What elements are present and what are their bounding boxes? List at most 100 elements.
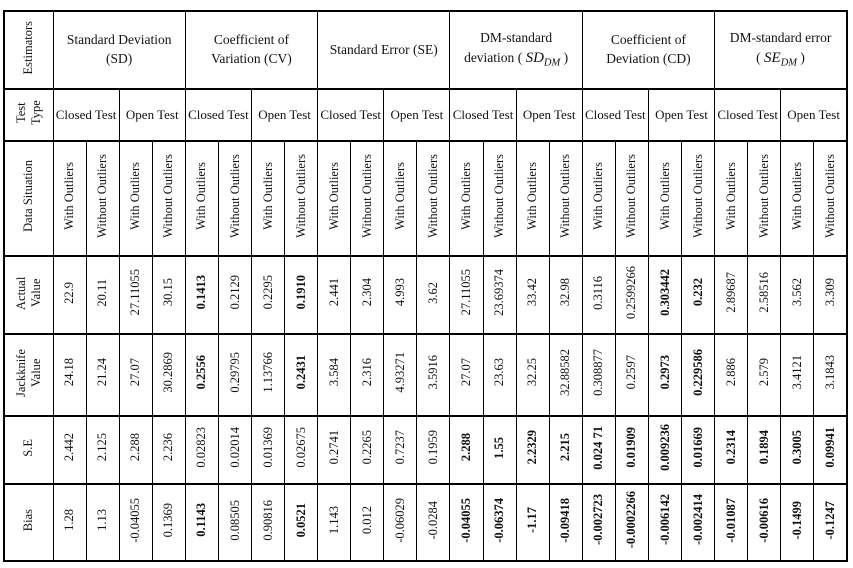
value-cell-jackknife: 27.07 [449, 333, 484, 417]
cell-value: 2.58516 [756, 272, 771, 313]
cell-value: 0.1143 [194, 503, 209, 537]
data-situation-cell: Without Outliers [482, 140, 517, 257]
value-cell-bias: -0.0002266 [614, 483, 649, 562]
test-type-cell: Closed Test [714, 88, 782, 142]
value-cell-actual: 23.69374 [482, 255, 517, 335]
cell-value: 27.07 [128, 358, 143, 387]
value-cell-bias: -0.002723 [581, 483, 616, 562]
cell-value: -0.1499 [789, 500, 804, 540]
data-situation-cell: With Outliers [184, 140, 219, 257]
row-se: S.E 2.442 2.125 2.288 2.236 0.02823 0.02014 0.… [3, 415, 848, 485]
data-situation-text: With Outliers [392, 162, 407, 230]
data-situation-cell: With Outliers [449, 140, 484, 257]
cell-value: 32.98 [558, 278, 573, 307]
row-label-text: S.E [21, 438, 36, 457]
value-cell-actual: 30.15 [151, 255, 186, 335]
data-situation-text: Without Outliers [359, 154, 374, 238]
value-cell-bias: -0.0284 [416, 483, 451, 562]
cell-value: -0.00616 [756, 497, 771, 543]
row-label-text: Estimators [21, 20, 36, 75]
data-situation-text: Without Outliers [95, 154, 110, 238]
cell-value: 3.562 [789, 278, 804, 307]
test-type-cell: Open Test [780, 88, 848, 142]
cell-value: -0.04055 [128, 497, 143, 543]
estimator-header-2: Coefficient of Variation (CV) [184, 10, 319, 90]
cell-value: 0.7237 [392, 430, 407, 465]
data-situation-text: Without Outliers [426, 154, 441, 238]
cell-value: 2.288 [128, 433, 143, 462]
cell-value: 0.3116 [591, 275, 606, 310]
data-situation-cell: Without Outliers [85, 140, 120, 257]
data-situation-text: With Outliers [591, 162, 606, 230]
data-situation-cell: With Outliers [780, 140, 815, 257]
row-label-test-type: Test Type [3, 88, 54, 142]
value-cell-jackknife: 3.1843 [813, 333, 848, 417]
value-cell-bias: -0.06029 [383, 483, 418, 562]
value-cell-jackknife: 2.579 [747, 333, 782, 417]
test-type-cell: Closed Test [449, 88, 517, 142]
cell-value: 0.009236 [657, 424, 672, 471]
cell-value: -0.0284 [426, 500, 441, 540]
data-situation-cell: With Outliers [52, 140, 87, 257]
value-cell-se: 2.2329 [515, 415, 550, 485]
value-cell-se: 0.02675 [284, 415, 319, 485]
value-cell-se: 2.236 [151, 415, 186, 485]
cell-value: 0.90816 [260, 499, 275, 541]
value-cell-jackknife: 30.2869 [151, 333, 186, 417]
cell-value: -1.17 [525, 506, 540, 534]
value-cell-jackknife: 0.2597 [614, 333, 649, 417]
cell-value: 3.309 [822, 278, 837, 307]
row-label-actual-value: Actual Value [3, 255, 54, 335]
value-cell-bias: -0.04055 [118, 483, 153, 562]
value-cell-jackknife: 21.24 [85, 333, 120, 417]
row-data-situation: Data Situation With Outliers Without Outl… [3, 140, 848, 257]
value-cell-bias: -0.04055 [449, 483, 484, 562]
cell-value: -0.002414 [690, 494, 705, 546]
value-cell-actual: 0.3116 [581, 255, 616, 335]
cell-value: 20.11 [95, 278, 110, 307]
results-table: Estimators Standard Deviation (SD) Coeffi… [3, 10, 848, 562]
value-cell-se: 2.288 [118, 415, 153, 485]
cell-value: 2.288 [459, 433, 474, 462]
cell-value: -0.04055 [459, 497, 474, 543]
cell-value: 0.01909 [624, 427, 639, 468]
cell-value: 2.125 [95, 433, 110, 462]
value-cell-bias: 1.28 [52, 483, 87, 562]
cell-value: 0.2265 [359, 430, 374, 465]
row-label-text: Jackknife Value [14, 348, 43, 397]
cell-value: 0.2431 [293, 355, 308, 390]
cell-value: 0.2973 [657, 355, 672, 390]
value-cell-jackknife: 0.2431 [284, 333, 319, 417]
value-cell-actual: 2.304 [350, 255, 385, 335]
cell-value: 30.15 [161, 278, 176, 307]
cell-value: 0.01369 [260, 427, 275, 468]
cell-value: 1.55 [492, 436, 507, 459]
test-type-cell: Open Test [515, 88, 583, 142]
value-cell-bias: 0.012 [350, 483, 385, 562]
data-situation-text: With Outliers [194, 162, 209, 230]
cell-value: 27.11055 [128, 269, 143, 316]
value-cell-jackknife: 24.18 [52, 333, 87, 417]
value-cell-bias: -1.17 [515, 483, 550, 562]
cell-value: 0.1369 [161, 502, 176, 538]
cell-value: -0.09418 [558, 497, 573, 543]
value-cell-se: 0.01669 [680, 415, 716, 485]
row-label-text: Data Situation [21, 160, 36, 232]
value-cell-jackknife: 1.13766 [250, 333, 286, 417]
value-cell-se: 0.02823 [184, 415, 219, 485]
cell-value: 0.09941 [822, 427, 837, 468]
cell-value: 0.1959 [426, 430, 441, 465]
estimator-header-5: Coefficient of Deviation (CD) [581, 10, 716, 90]
cell-value: 3.1843 [822, 355, 837, 390]
data-situation-text: With Outliers [789, 162, 804, 230]
cell-value: 0.2741 [326, 430, 341, 465]
cell-value: 4.993 [392, 278, 407, 307]
row-label-se: S.E [3, 415, 54, 485]
data-situation-cell: With Outliers [515, 140, 550, 257]
cell-value: 2.2329 [525, 430, 540, 465]
test-type-cell: Open Test [383, 88, 451, 142]
value-cell-jackknife: 2.316 [350, 333, 385, 417]
row-estimators: Estimators Standard Deviation (SD) Coeffi… [3, 10, 848, 90]
test-type-cell: Open Test [118, 88, 186, 142]
data-situation-cell: Without Outliers [680, 140, 716, 257]
